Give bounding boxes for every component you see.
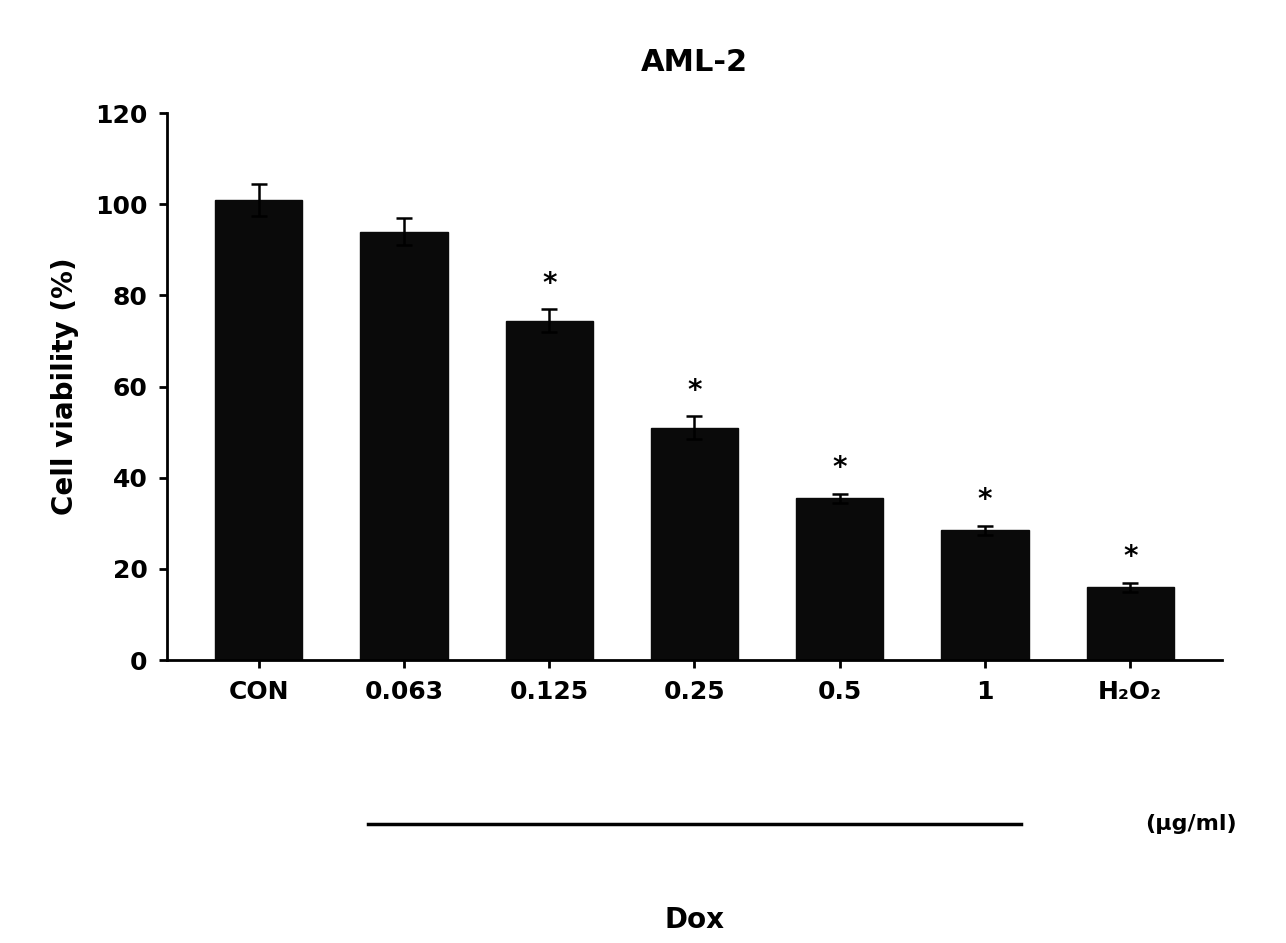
Text: *: * [977, 487, 993, 514]
Bar [360, 232, 448, 660]
Text: *: * [687, 377, 702, 405]
Bar [651, 428, 738, 660]
Text: *: * [541, 270, 557, 298]
Bar [1087, 587, 1174, 660]
Text: *: * [832, 455, 847, 483]
Text: (μg/ml): (μg/ml) [1145, 814, 1236, 835]
Bar [796, 498, 883, 660]
Text: *: * [1123, 543, 1137, 571]
Text: Dox: Dox [665, 906, 724, 935]
Bar [941, 530, 1029, 660]
Title: AML-2: AML-2 [640, 48, 748, 77]
Y-axis label: Cell viability (%): Cell viability (%) [50, 257, 78, 516]
Bar [215, 200, 302, 660]
Bar [505, 321, 593, 660]
